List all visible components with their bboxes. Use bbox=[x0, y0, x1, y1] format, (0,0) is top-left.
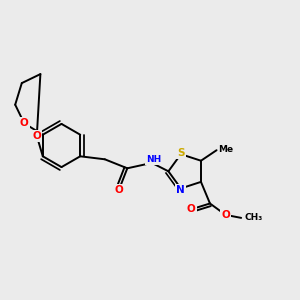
Text: O: O bbox=[187, 204, 196, 214]
Text: N: N bbox=[176, 185, 185, 195]
Text: O: O bbox=[115, 185, 123, 195]
Text: Me: Me bbox=[218, 145, 233, 154]
Text: CH₃: CH₃ bbox=[245, 213, 263, 222]
Text: O: O bbox=[32, 131, 41, 141]
Text: S: S bbox=[177, 148, 184, 158]
Text: O: O bbox=[221, 210, 230, 220]
Text: O: O bbox=[20, 118, 28, 128]
Text: NH: NH bbox=[146, 155, 161, 164]
